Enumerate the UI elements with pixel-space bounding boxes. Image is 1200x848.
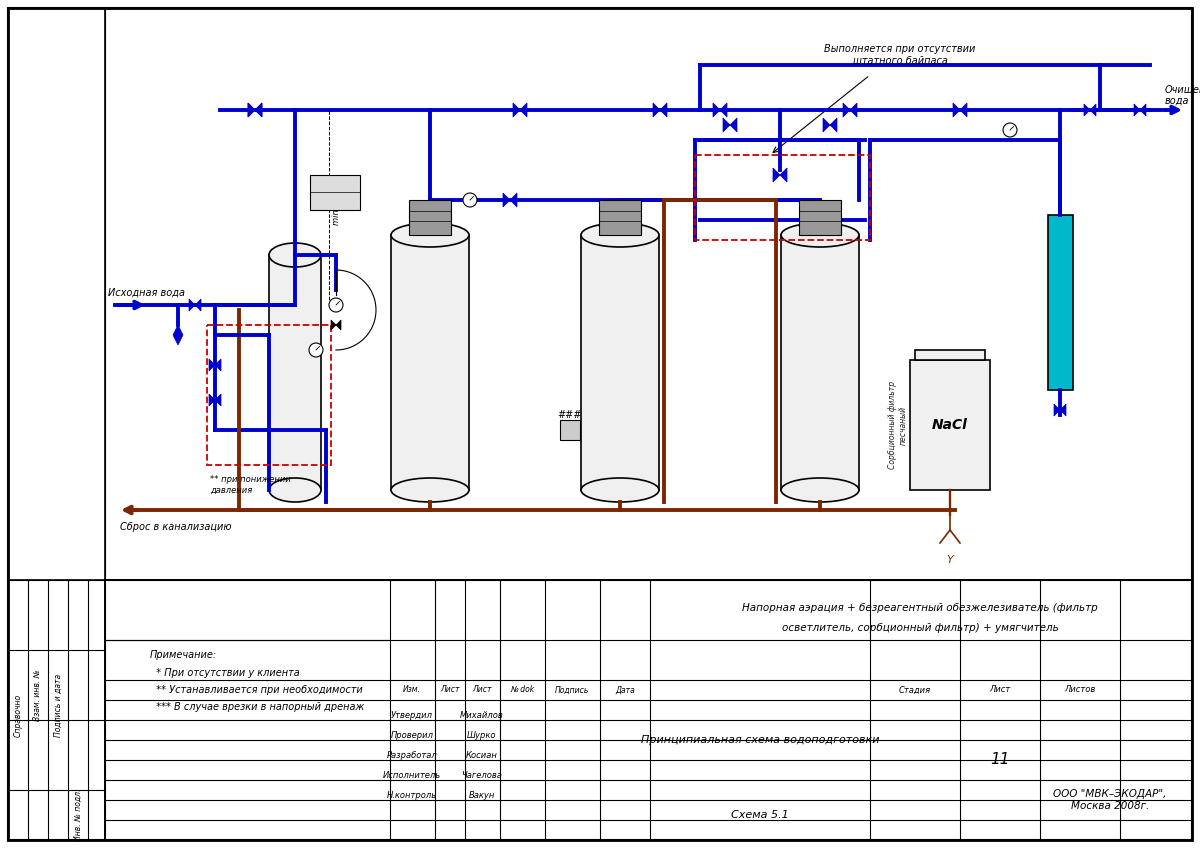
Text: Схема 5.1: Схема 5.1 bbox=[731, 810, 788, 820]
Ellipse shape bbox=[391, 223, 469, 247]
Polygon shape bbox=[799, 200, 841, 235]
Text: min 300: min 300 bbox=[332, 190, 341, 225]
Polygon shape bbox=[331, 320, 341, 330]
Polygon shape bbox=[823, 118, 838, 132]
Polygon shape bbox=[209, 394, 221, 406]
Text: Сброс в канализацию: Сброс в канализацию bbox=[120, 522, 232, 532]
Text: Н.контроль: Н.контроль bbox=[386, 790, 437, 800]
Text: Подпись: Подпись bbox=[554, 685, 589, 695]
Ellipse shape bbox=[781, 223, 859, 247]
Text: ** при понижении
давления: ** при понижении давления bbox=[210, 475, 290, 494]
Polygon shape bbox=[209, 359, 221, 371]
Text: Сорбционный фильтр
песчаный: Сорбционный фильтр песчаный bbox=[888, 381, 907, 469]
Text: Михайлов: Михайлов bbox=[460, 711, 504, 719]
Text: Шурко: Шурко bbox=[467, 730, 497, 739]
Text: 11: 11 bbox=[990, 752, 1009, 767]
Polygon shape bbox=[269, 255, 322, 490]
Text: ООО "МВК–ЭКОДАР",
Москва 2008г.: ООО "МВК–ЭКОДАР", Москва 2008г. bbox=[1054, 789, 1166, 811]
Text: Напорная аэрация + безреагентный обезжелезиватель (фильтр: Напорная аэрация + безреагентный обезжел… bbox=[742, 603, 1098, 613]
Circle shape bbox=[329, 298, 343, 312]
Ellipse shape bbox=[391, 478, 469, 502]
Text: Дата: Дата bbox=[616, 685, 635, 695]
Polygon shape bbox=[173, 325, 182, 345]
Polygon shape bbox=[713, 103, 727, 117]
Text: Лист: Лист bbox=[473, 685, 492, 695]
Polygon shape bbox=[1048, 215, 1073, 390]
Text: Подпись и дата: Подпись и дата bbox=[54, 673, 62, 737]
Text: Выполняется при отсутствии
штатного байпаса: Выполняется при отсутствии штатного байп… bbox=[824, 44, 976, 66]
Text: Утвердил: Утвердил bbox=[391, 711, 433, 719]
Text: Принципиальная схема водоподготовки: Принципиальная схема водоподготовки bbox=[641, 735, 880, 745]
Polygon shape bbox=[248, 103, 262, 117]
Polygon shape bbox=[1054, 404, 1066, 416]
Text: Примечание:: Примечание: bbox=[150, 650, 217, 660]
Polygon shape bbox=[953, 103, 967, 117]
Text: Исходная вода: Исходная вода bbox=[108, 288, 185, 298]
Polygon shape bbox=[503, 193, 517, 207]
Polygon shape bbox=[842, 103, 857, 117]
Text: Лист: Лист bbox=[440, 685, 460, 695]
Polygon shape bbox=[310, 175, 360, 210]
Text: Y: Y bbox=[947, 555, 953, 565]
Text: *** В случае врезки в напорный дренаж: *** В случае врезки в напорный дренаж bbox=[150, 702, 365, 712]
Circle shape bbox=[310, 343, 323, 357]
Polygon shape bbox=[1084, 104, 1096, 116]
Text: Листов: Листов bbox=[1064, 685, 1096, 695]
Text: Инв. № подл.: Инв. № подл. bbox=[73, 789, 83, 841]
Text: Изм.: Изм. bbox=[403, 685, 421, 695]
Text: Очищенная
вода: Очищенная вода bbox=[1165, 84, 1200, 106]
Text: Чагелова: Чагелова bbox=[462, 771, 503, 779]
Polygon shape bbox=[409, 200, 451, 235]
Polygon shape bbox=[248, 103, 262, 117]
Text: Справочно: Справочно bbox=[13, 694, 23, 737]
Text: * При отсутствии у клиента: * При отсутствии у клиента bbox=[150, 668, 300, 678]
Polygon shape bbox=[581, 235, 659, 490]
Polygon shape bbox=[560, 420, 580, 440]
Polygon shape bbox=[773, 168, 787, 182]
Polygon shape bbox=[722, 118, 737, 132]
Text: Вакун: Вакун bbox=[469, 790, 496, 800]
Text: Проверил: Проверил bbox=[390, 730, 433, 739]
Text: № dok: № dok bbox=[510, 685, 534, 695]
Ellipse shape bbox=[581, 478, 659, 502]
Polygon shape bbox=[653, 103, 667, 117]
Polygon shape bbox=[190, 299, 202, 311]
Text: ** Устанавливается при необходимости: ** Устанавливается при необходимости bbox=[150, 685, 362, 695]
Polygon shape bbox=[781, 235, 859, 490]
Ellipse shape bbox=[781, 478, 859, 502]
Polygon shape bbox=[910, 360, 990, 490]
Polygon shape bbox=[916, 350, 985, 360]
Polygon shape bbox=[599, 200, 641, 235]
Text: Стадия: Стадия bbox=[899, 685, 931, 695]
Text: Исполнитель: Исполнитель bbox=[383, 771, 442, 779]
Text: ###: ### bbox=[558, 410, 582, 420]
Text: осветлитель, сорбционный фильтр) + умягчитель: осветлитель, сорбционный фильтр) + умягч… bbox=[781, 623, 1058, 633]
Polygon shape bbox=[514, 103, 527, 117]
Circle shape bbox=[1003, 123, 1018, 137]
Ellipse shape bbox=[269, 243, 322, 267]
Polygon shape bbox=[391, 235, 469, 490]
Text: Лист: Лист bbox=[989, 685, 1010, 695]
Text: Косиан: Косиан bbox=[466, 750, 498, 760]
Text: Взам. инв. №: Взам. инв. № bbox=[34, 669, 42, 721]
Text: Разработал: Разработал bbox=[386, 750, 437, 760]
Polygon shape bbox=[1134, 104, 1146, 116]
Text: NaCl: NaCl bbox=[932, 418, 968, 432]
Circle shape bbox=[463, 193, 478, 207]
Ellipse shape bbox=[581, 223, 659, 247]
Ellipse shape bbox=[269, 478, 322, 502]
